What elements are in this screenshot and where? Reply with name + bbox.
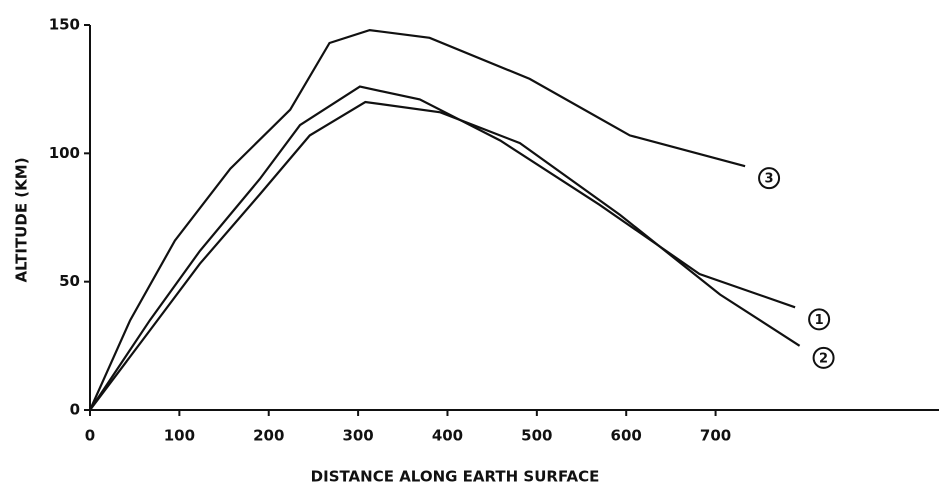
curve-label: 1 [815,313,824,328]
curve [89,85,796,411]
curve-label-circle [808,308,831,331]
curve-label: 3 [765,172,774,187]
x-axis-title: DISTANCE ALONG EARTH SURFACE [311,468,600,486]
x-tick-label: 700 [700,427,731,445]
x-tick-label: 500 [521,427,552,445]
curve-label-circle [758,167,781,190]
x-tick-label: 300 [342,427,373,445]
x-tick-label: 100 [164,427,195,445]
x-tick-label: 400 [432,427,463,445]
y-tick-label: 0 [70,401,80,419]
y-tick-label: 150 [49,16,80,34]
x-tick-label: 200 [253,427,284,445]
curve [89,100,801,411]
curve [88,28,746,411]
x-tick-label: 0 [85,427,95,445]
curve-label-circle [812,346,835,369]
curve-label: 2 [819,351,828,366]
y-tick-label: 100 [49,144,80,162]
y-tick-label: 50 [59,272,80,290]
y-axis-title: ALTITUDE (KM) [13,157,31,282]
x-tick-label: 600 [611,427,642,445]
